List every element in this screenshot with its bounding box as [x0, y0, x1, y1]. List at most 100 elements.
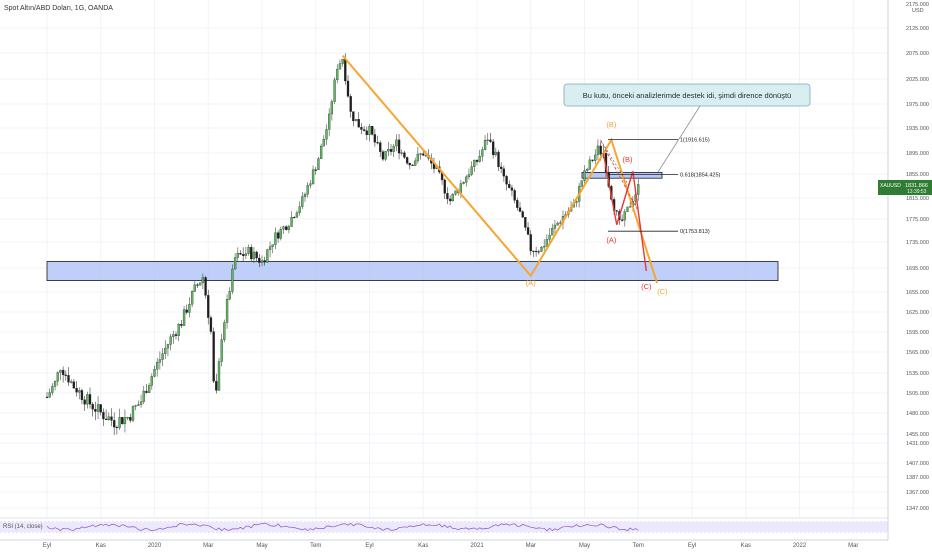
candle-body: [524, 216, 527, 228]
support-resistance-zone: [46, 261, 779, 282]
candle-body: [242, 254, 245, 256]
price-tag-box: [878, 180, 932, 195]
candle-body: [443, 179, 446, 194]
candle-body: [594, 154, 597, 161]
y-tick-label: 1625.000: [906, 310, 929, 316]
candle-body: [387, 149, 390, 152]
candle-body: [244, 253, 248, 256]
candle-body: [322, 139, 325, 147]
y-tick-label: 1387.000: [906, 475, 929, 481]
candle-body: [500, 166, 503, 169]
candle-body: [199, 282, 202, 286]
y-tick-label: 1535.000: [906, 371, 929, 377]
y-tick-label: 2025.000: [906, 77, 929, 83]
candle-body: [290, 217, 293, 227]
candle-body: [48, 392, 51, 398]
candle-body: [502, 168, 506, 177]
candle-body: [637, 184, 640, 195]
candle-body: [481, 149, 484, 157]
candle-body: [389, 149, 393, 152]
x-tick-label: Eyl: [688, 543, 696, 549]
candle-body: [212, 331, 215, 382]
candle-body: [424, 155, 428, 157]
fib-level-label: 0.618(1854.425): [680, 172, 721, 178]
candle-body: [489, 139, 492, 142]
price-tag-symbol: XAUUSD: [880, 183, 901, 189]
candle-body: [268, 246, 272, 250]
y-tick-label: 1367.000: [906, 490, 929, 496]
y-tick-label: 2125.000: [906, 26, 929, 32]
candle-body: [626, 206, 629, 212]
candle-body: [113, 420, 116, 428]
candle-body: [548, 234, 551, 240]
x-tick-label: Mar: [848, 543, 858, 549]
y-tick-label: 1655.000: [906, 290, 929, 296]
candle-body: [228, 291, 231, 300]
annotation: Bu kutu, önceki analizlerimde destek idi…: [563, 83, 811, 173]
x-tick-label: May: [579, 543, 590, 549]
annotation-box[interactable]: [563, 83, 811, 107]
candle-body: [422, 153, 425, 156]
candle-body: [102, 412, 105, 420]
zones: [46, 172, 779, 282]
candle-body: [451, 194, 454, 202]
fibonacci-levels: 1(1916.615) 0.618(1854.425) 0(1753.813): [608, 137, 721, 235]
candle-body: [392, 145, 395, 152]
candle-body: [193, 284, 196, 292]
y-tick-label: 1815.000: [906, 196, 929, 202]
red-wave-line: [602, 152, 648, 272]
candle-body: [258, 257, 261, 263]
candle-body: [309, 183, 312, 186]
candle-body: [293, 217, 296, 219]
candle-body: [518, 207, 522, 212]
candle-body: [510, 187, 514, 191]
candle-body: [145, 390, 148, 393]
candle-body: [465, 176, 468, 183]
candle-body: [177, 324, 180, 336]
candle-body: [349, 96, 352, 112]
candle-body: [158, 359, 162, 363]
candle-body: [330, 101, 334, 115]
candle-body: [263, 260, 266, 263]
candle-body: [368, 125, 371, 136]
candle-body: [190, 291, 194, 305]
candle-body: [599, 145, 602, 155]
wave-label-red: (A): [606, 236, 617, 245]
annotation-text: Bu kutu, önceki analizlerimde destek idi…: [583, 91, 791, 100]
candle-body: [196, 284, 199, 286]
fib-diagonal-dashed: [600, 140, 639, 212]
candle-body: [295, 212, 299, 218]
candle-body: [70, 381, 73, 383]
price-tag-value: 1831.866: [905, 183, 928, 189]
candle-body: [271, 244, 274, 247]
wave-label-red: (C): [641, 282, 652, 291]
x-tick-label: Kas: [741, 543, 751, 549]
candle-body: [508, 184, 511, 188]
y-tick-label: 1407.000: [906, 461, 929, 467]
price-tag-countdown: 13:39:53: [907, 189, 927, 195]
candle-body: [357, 119, 360, 128]
fib-level-label: 0(1753.813): [680, 229, 710, 235]
x-tick-label: Eyl: [43, 543, 51, 549]
x-tick-label: Mar: [526, 543, 536, 549]
x-tick-label: 2022: [793, 543, 807, 549]
candle-body: [467, 174, 471, 178]
candle-body: [491, 141, 495, 156]
candle-body: [150, 376, 153, 386]
candle-body: [532, 250, 535, 252]
candle-body: [56, 372, 59, 382]
candle-body: [107, 416, 110, 421]
y-tick-label: 1455.000: [906, 432, 929, 438]
y-tick-label: 1595.000: [906, 330, 929, 336]
x-tick-label: Kas: [418, 543, 428, 549]
candle-body: [174, 334, 178, 336]
candle-body: [83, 399, 86, 405]
candle-body: [239, 252, 242, 255]
candle-body: [408, 162, 411, 166]
wave-labels: (A) (B) (C) (A) (B) (C): [526, 120, 668, 296]
candle-body: [78, 390, 81, 393]
candle-body: [486, 139, 489, 141]
candle-body: [454, 190, 457, 195]
